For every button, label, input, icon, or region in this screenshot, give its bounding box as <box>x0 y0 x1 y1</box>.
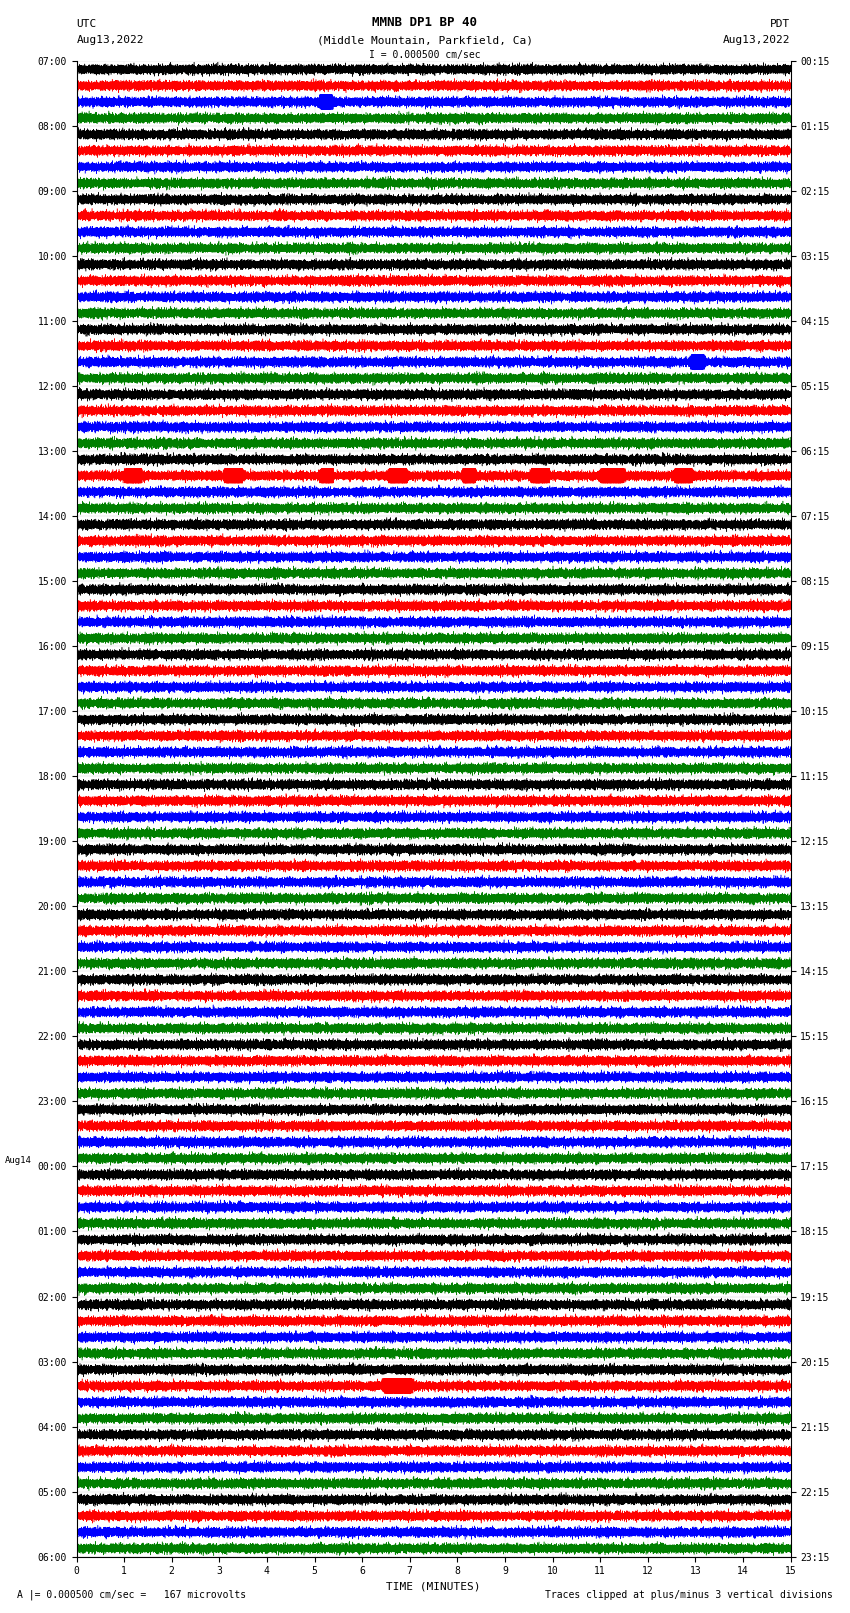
Text: Aug13,2022: Aug13,2022 <box>723 35 791 45</box>
X-axis label: TIME (MINUTES): TIME (MINUTES) <box>386 1582 481 1592</box>
Text: Aug14: Aug14 <box>5 1157 32 1165</box>
Text: A |= 0.000500 cm/sec =   167 microvolts: A |= 0.000500 cm/sec = 167 microvolts <box>17 1589 246 1600</box>
Text: PDT: PDT <box>770 19 790 29</box>
Text: I = 0.000500 cm/sec: I = 0.000500 cm/sec <box>369 50 481 60</box>
Text: (Middle Mountain, Parkfield, Ca): (Middle Mountain, Parkfield, Ca) <box>317 35 533 45</box>
Text: UTC: UTC <box>76 19 97 29</box>
Text: Traces clipped at plus/minus 3 vertical divisions: Traces clipped at plus/minus 3 vertical … <box>545 1590 833 1600</box>
Text: Aug13,2022: Aug13,2022 <box>76 35 144 45</box>
Text: MMNB DP1 BP 40: MMNB DP1 BP 40 <box>372 16 478 29</box>
